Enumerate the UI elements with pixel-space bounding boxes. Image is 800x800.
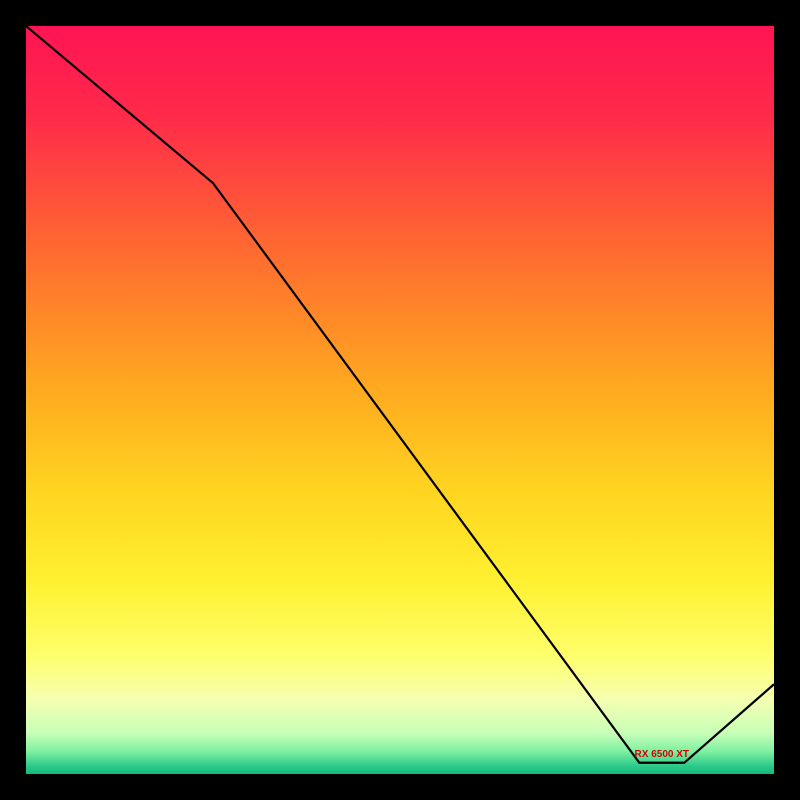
point-label: RX 6500 XT	[635, 749, 689, 760]
chart-svg: RX 6500 XT	[0, 0, 800, 800]
chart-background	[26, 26, 774, 774]
